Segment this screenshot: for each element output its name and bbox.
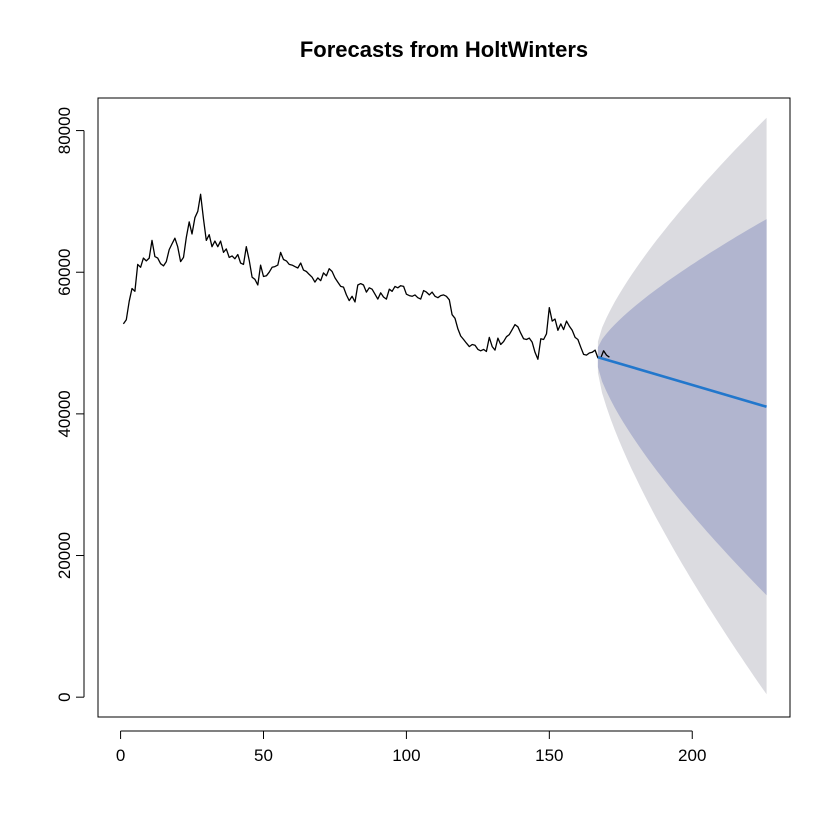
chart-title: Forecasts from HoltWinters [300, 37, 588, 62]
prediction-intervals [597, 117, 767, 695]
x-tick-label: 50 [254, 746, 273, 765]
x-tick-label: 0 [116, 746, 125, 765]
observed-series-line [122, 193, 610, 360]
y-tick-label: 0 [55, 692, 74, 701]
y-tick-label: 20000 [55, 532, 74, 579]
x-tick-label: 200 [678, 746, 706, 765]
y-tick-label: 60000 [55, 249, 74, 296]
series-lines [122, 193, 767, 409]
y-tick-label: 40000 [55, 390, 74, 437]
x-axis: 0 50 100 150 200 [116, 730, 706, 765]
plot-frame [97, 97, 791, 718]
y-tick-label: 80000 [55, 107, 74, 154]
forecast-mean-line [597, 355, 767, 409]
x-tick-label: 150 [535, 746, 563, 765]
x-tick-label: 100 [392, 746, 420, 765]
interval-80-band [597, 219, 767, 596]
y-axis: 0 20000 40000 60000 80000 [55, 107, 85, 702]
